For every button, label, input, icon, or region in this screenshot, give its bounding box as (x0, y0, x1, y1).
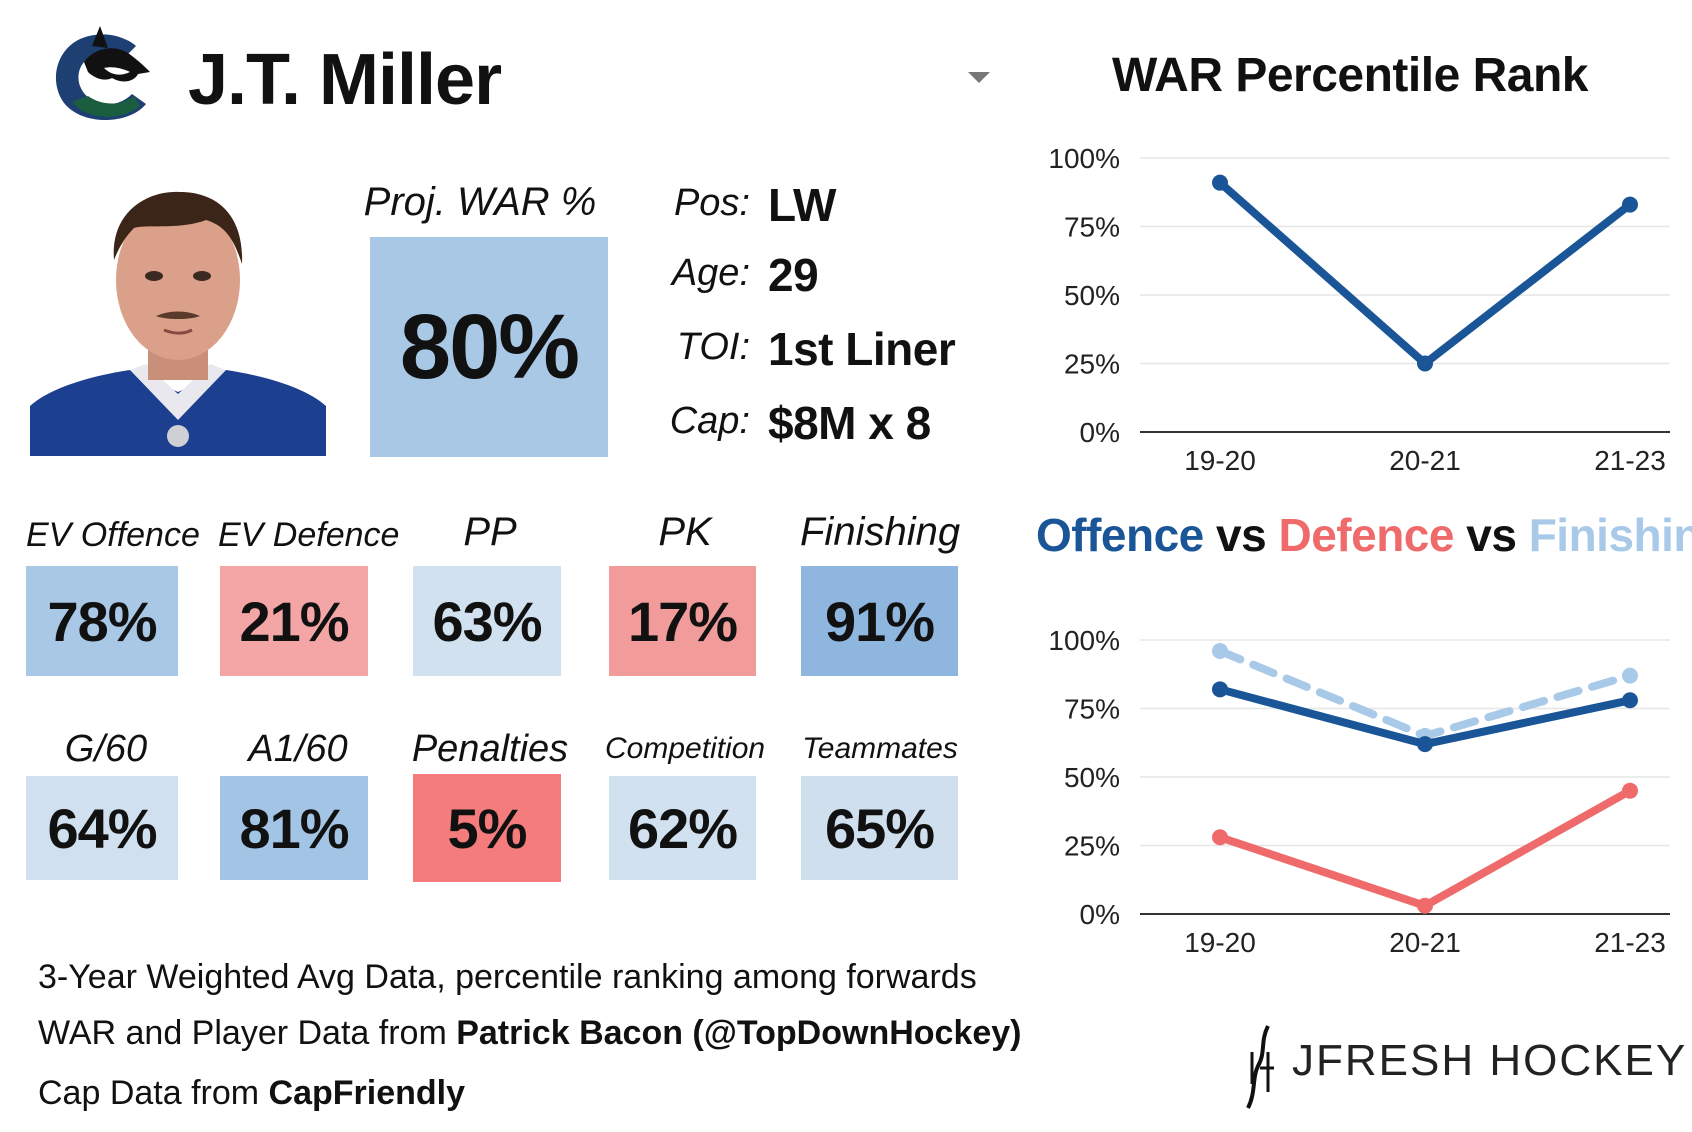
metric-pp: 63% (413, 566, 561, 676)
ovd-chart-ytick-label: 25% (1064, 831, 1120, 862)
war-chart-xtick-label: 20-21 (1389, 445, 1461, 476)
ovd-chart-title: Offence vs Defence vs Finishing (1036, 508, 1692, 562)
player-name: J.T. Miller (188, 40, 502, 120)
footer-war-source: WAR and Player Data from Patrick Bacon (… (38, 1014, 1022, 1053)
cap-value: $8M x 8 (768, 397, 931, 449)
ovd-chart-xtick-label: 20-21 (1389, 927, 1461, 958)
ovd-chart-point-finishing (1622, 667, 1638, 684)
metric-label-pp: PP (463, 510, 517, 554)
metric-competition: 62% (609, 776, 756, 880)
jfresh-hockey-stick-logo-icon (1238, 1022, 1286, 1112)
age-label: Age: (671, 252, 750, 294)
age-value: 29 (768, 249, 819, 301)
ovd-chart-point-finishing (1212, 642, 1228, 659)
ovd-chart-line-finishing (1216, 646, 1634, 740)
metric-finishing: 91% (801, 566, 958, 676)
ovd-chart-ytick-label: 100% (1048, 625, 1120, 656)
ovd-chart-point-defence (1417, 897, 1433, 914)
ovd-chart-xtick-label: 21-23 (1594, 927, 1666, 958)
metric-label-pk: PK (658, 510, 712, 554)
ovd-chart-ytick-label: 0% (1080, 899, 1120, 930)
chevron-down-icon[interactable] (968, 72, 990, 83)
footer-war-source-name: Patrick Bacon (@TopDownHockey) (456, 1014, 1022, 1052)
player-photo (30, 180, 326, 456)
footer-note: 3-Year Weighted Avg Data, percentile ran… (38, 958, 977, 996)
toi-value: 1st Liner (768, 323, 956, 375)
pos-value: LW (768, 179, 836, 231)
ovd-chart-point-defence (1622, 782, 1638, 799)
ovd-finishing-chart: 0% 25% 50% 75% 100% 19-20 20-21 21-23 (1048, 625, 1670, 958)
metric-pk: 17% (609, 566, 756, 676)
war-chart-ytick-label: 50% (1064, 280, 1120, 311)
ovd-chart-xtick-label: 19-20 (1184, 927, 1256, 958)
metric-label-g60: G/60 (64, 728, 148, 770)
ovd-title-vs-1: vs (1203, 509, 1279, 561)
metric-label-finishing: Finishing (800, 510, 961, 554)
proj-war-label: Proj. WAR % (363, 180, 597, 224)
footer-cap-source-name: CapFriendly (268, 1074, 466, 1112)
war-chart-point-series (1212, 174, 1228, 191)
footer-cap-source-prefix: Cap Data from (38, 1074, 269, 1112)
metric-label-penalties: Penalties (411, 728, 569, 770)
war-percentile-chart: 0% 25% 50% 75% 100% 19-20 20-21 21-23 (1048, 143, 1670, 476)
war-chart-point-series (1622, 196, 1638, 213)
ovd-chart-ytick-label: 75% (1064, 694, 1120, 725)
footer-war-source-prefix: WAR and Player Data from (38, 1014, 457, 1052)
footer-cap-source: Cap Data from CapFriendly (38, 1074, 465, 1113)
war-chart-ytick-label: 100% (1048, 143, 1120, 174)
war-chart-point-series (1417, 355, 1433, 372)
metric-teammates: 65% (801, 776, 958, 880)
ovd-title-defence: Defence (1278, 509, 1455, 561)
toi-label: TOI: (676, 326, 750, 368)
metric-label-teammates: Teammates (802, 732, 958, 765)
war-chart-ytick-label: 0% (1080, 417, 1120, 448)
metric-label-ev-defence: EV Defence (218, 516, 400, 554)
ovd-chart-line-defence (1216, 786, 1634, 910)
brand-name: JFRESH HOCKEY (1292, 1036, 1688, 1085)
metric-ev-defence: 21% (220, 566, 368, 676)
war-chart-line-series (1216, 178, 1634, 368)
metric-a160: 81% (220, 776, 368, 880)
war-chart-title: WAR Percentile Rank (1112, 49, 1588, 102)
metric-label-a160: A1/60 (248, 728, 348, 770)
ovd-title-finishing: Finishing (1528, 509, 1692, 561)
ovd-chart-point-defence (1212, 829, 1228, 846)
ovd-title-vs-2: vs (1453, 509, 1529, 561)
metric-penalties: 5% (413, 774, 561, 882)
ovd-chart-point-offence (1417, 736, 1433, 753)
war-chart-xtick-label: 21-23 (1594, 445, 1666, 476)
team-logo-icon (48, 22, 158, 132)
metric-label-competition: Competition (605, 732, 766, 765)
ovd-chart-point-offence (1622, 692, 1638, 709)
pos-label: Pos: (673, 182, 750, 224)
metric-label-ev-offence: EV Offence (26, 516, 200, 554)
war-chart-ytick-label: 25% (1064, 349, 1120, 380)
war-chart-xtick-label: 19-20 (1184, 445, 1256, 476)
cap-label: Cap: (669, 400, 750, 442)
proj-war-value: 80% (370, 237, 608, 457)
ovd-title-offence: Offence (1036, 509, 1204, 561)
ovd-chart-point-offence (1212, 681, 1228, 698)
metric-ev-offence: 78% (26, 566, 178, 676)
war-chart-ytick-label: 75% (1064, 212, 1120, 243)
metric-g60: 64% (26, 776, 178, 880)
ovd-chart-ytick-label: 50% (1064, 762, 1120, 793)
